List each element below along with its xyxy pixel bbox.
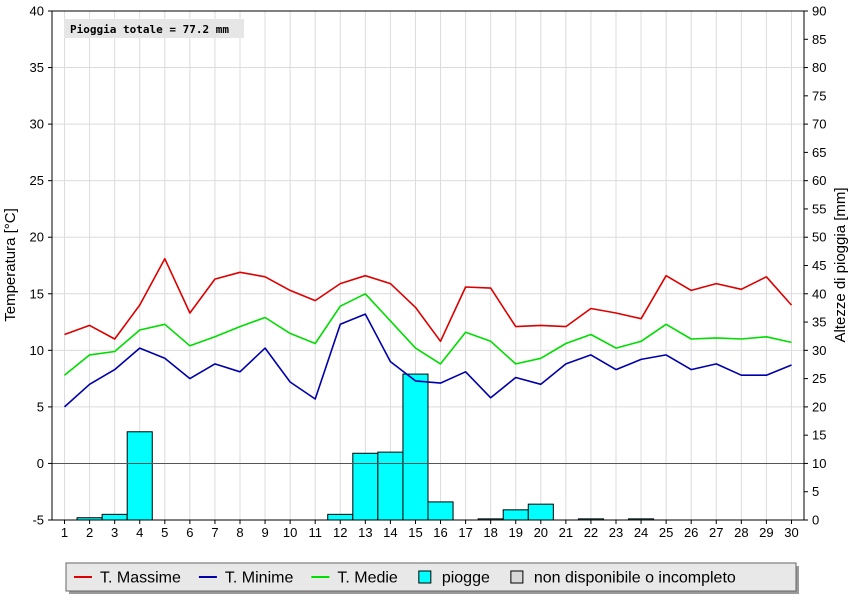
x-tick-label: 1 — [61, 525, 68, 540]
x-tick-label: 2 — [86, 525, 93, 540]
x-tick-label: 24 — [634, 525, 648, 540]
x-tick-label: 16 — [433, 525, 447, 540]
legend-swatch-box — [418, 570, 432, 584]
rain-bar — [427, 501, 454, 521]
x-tick-label: 20 — [534, 525, 548, 540]
temperature-lines — [63, 257, 793, 408]
x-tick-label: 18 — [483, 525, 497, 540]
left-tick-label: 5 — [37, 399, 44, 414]
legend: T. Massime T. Minime T. Medie piogge non dis… — [65, 562, 799, 594]
series-line-t-minime — [63, 313, 792, 408]
rain-bar — [527, 503, 554, 521]
right-tick-label: 35 — [812, 315, 826, 330]
x-tick-label: 3 — [111, 525, 118, 540]
right-tick-label: 80 — [812, 60, 826, 75]
x-tick-label: 10 — [283, 525, 297, 540]
legend-label: T. Minime — [225, 570, 294, 587]
rain-bar — [126, 431, 153, 521]
right-tick-label: 20 — [812, 399, 826, 414]
left-tick-label: 35 — [30, 60, 44, 75]
x-tick-label: 21 — [559, 525, 573, 540]
right-tick-label: 25 — [812, 371, 826, 386]
series-line-t-medie — [63, 292, 792, 376]
legend-label: piogge — [442, 570, 490, 587]
legend-item-t-massime: T. Massime — [74, 570, 181, 587]
legend-label: T. Massime — [100, 570, 181, 587]
annotation-box — [64, 19, 244, 38]
x-tick-label: 8 — [236, 525, 243, 540]
right-tick-label: 10 — [812, 456, 826, 471]
x-tick-label: 17 — [458, 525, 472, 540]
x-tick-label: 6 — [186, 525, 193, 540]
right-tick-label: 60 — [812, 173, 826, 188]
legend-item-non-disponibile-o-incompleto: non disponibile o incompleto — [510, 570, 736, 587]
legend-box — [65, 562, 797, 592]
series-line-t-massime — [64, 257, 793, 343]
right-tick-label: 90 — [812, 4, 826, 19]
x-tick-label: 28 — [734, 525, 748, 540]
left-tick-label: 30 — [30, 117, 44, 132]
x-tick-label: 27 — [709, 525, 723, 540]
x-tick-label: 30 — [784, 525, 798, 540]
rain-bar — [402, 373, 429, 521]
rain-bar — [502, 509, 529, 521]
x-tick-label: 11 — [308, 525, 322, 540]
right-tick-label: 50 — [812, 230, 826, 245]
x-tick-label: 19 — [508, 525, 522, 540]
x-tick-label: 4 — [136, 525, 143, 540]
x-tick-label: 22 — [584, 525, 598, 540]
right-tick-label: 0 — [812, 513, 819, 528]
x-tick-label: 25 — [659, 525, 673, 540]
x-tick-label: 15 — [408, 525, 422, 540]
right-tick-label: 30 — [812, 343, 826, 358]
x-tick-label: 14 — [383, 525, 397, 540]
legend-label: T. Medie — [337, 570, 398, 587]
x-tick-label: 12 — [333, 525, 347, 540]
x-tick-label: 5 — [161, 525, 168, 540]
right-tick-label: 40 — [812, 286, 826, 301]
x-tick-label: 9 — [261, 525, 268, 540]
right-tick-label: 65 — [812, 145, 826, 160]
rain-total-annotation: Pioggia totale = 77.2 mm — [64, 19, 244, 38]
legend-label: non disponibile o incompleto — [534, 570, 736, 587]
left-tick-label: 20 — [30, 230, 44, 245]
right-tick-label: 85 — [812, 32, 826, 47]
x-tick-label: 23 — [609, 525, 623, 540]
left-axis-ticks: -5 0 5 10 15 20 25 30 35 40 — [30, 4, 52, 528]
rain-bar — [327, 513, 354, 521]
left-axis-title: Temperatura [°C] — [2, 208, 19, 322]
x-tick-label: 13 — [358, 525, 372, 540]
left-tick-label: -5 — [32, 513, 44, 528]
right-tick-label: 70 — [812, 117, 826, 132]
x-tick-label: 26 — [684, 525, 698, 540]
legend-item-t-minime: T. Minime — [198, 570, 294, 587]
rain-bar — [377, 451, 404, 521]
left-tick-label: 10 — [30, 343, 44, 358]
left-tick-label: 0 — [37, 456, 44, 471]
legend-item-t-medie: T. Medie — [311, 570, 398, 587]
x-axis-ticks: 1 2 3 4 5 6 7 8 9 10 11 12 13 14 15 16 17 18 19 20 21 22 23 24 2… — [61, 520, 799, 540]
left-tick-label: 40 — [30, 4, 44, 19]
x-tick-label: 29 — [759, 525, 773, 540]
x-tick-label: 7 — [211, 525, 218, 540]
legend-item-piogge: piogge — [418, 570, 490, 587]
right-tick-label: 15 — [812, 428, 826, 443]
legend-swatch-box — [510, 570, 524, 584]
right-axis-title: Altezze di pioggia [mm] — [832, 187, 849, 342]
left-tick-label: 15 — [30, 286, 44, 301]
right-tick-label: 55 — [812, 201, 826, 216]
right-tick-label: 75 — [812, 88, 826, 103]
right-tick-label: 5 — [812, 484, 819, 499]
rain-bar — [101, 513, 128, 521]
rain-bars — [76, 373, 655, 521]
annotation-text: Pioggia totale = 77.2 mm — [70, 23, 229, 36]
right-tick-label: 45 — [812, 258, 826, 273]
right-axis-ticks: 0 5 10 15 20 25 30 35 40 45 50 55 60 65 70 75 80 85 90 — [804, 4, 826, 528]
left-tick-label: 25 — [30, 173, 44, 188]
